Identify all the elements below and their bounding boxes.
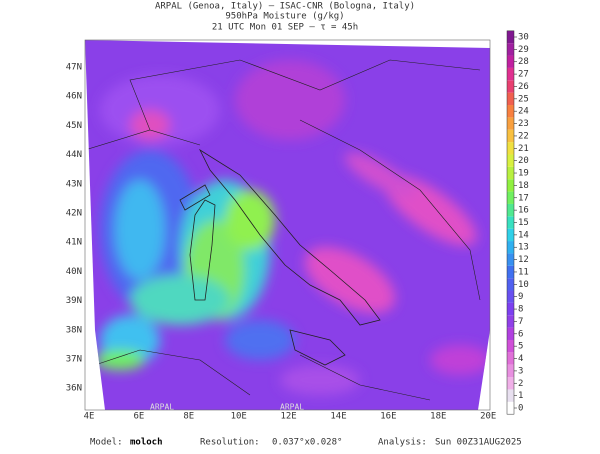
lat-label: 42N [66, 209, 82, 219]
colorbar-label: 21 [518, 144, 529, 154]
lat-label: 46N [66, 92, 82, 102]
colorbar-cell [507, 302, 514, 316]
header-line: 21 UTC Mon 01 SEP – τ = 45h [212, 23, 358, 33]
colorbar-cell [507, 203, 514, 217]
colorbar-cell [507, 315, 514, 328]
lat-label: 43N [66, 179, 82, 189]
colorbar-label: 12 [518, 255, 529, 265]
colorbar-cell [507, 142, 514, 155]
colorbar-cell [507, 191, 514, 204]
colorbar-label: 17 [518, 193, 529, 203]
footer-label: Analysis: [378, 438, 427, 448]
lon-label: 4E [84, 412, 95, 422]
colorbar-cell [507, 30, 514, 44]
colorbar-label: 10 [518, 280, 529, 290]
colorbar-cell [507, 129, 514, 143]
lon-label: 16E [380, 412, 396, 422]
colorbar-cell [507, 80, 514, 93]
header-line: 950hPa Moisture (g/kg) [225, 12, 344, 22]
colorbar-cell [507, 389, 514, 402]
colorbar-label: 19 [518, 169, 529, 179]
lat-label: 45N [66, 121, 82, 131]
colorbar-label: 1 [518, 391, 523, 401]
colorbar-label: 29 [518, 45, 529, 55]
lon-label: 6E [133, 412, 144, 422]
colorbar-label: 22 [518, 131, 529, 141]
colorbar-label: 20 [518, 156, 529, 166]
lat-label: 47N [66, 63, 82, 73]
watermark: ARPAL [280, 403, 304, 412]
colorbar-label: 4 [518, 354, 523, 364]
colorbar-cell [507, 401, 514, 415]
colorbar-cell [507, 352, 514, 365]
lon-label: 10E [231, 412, 247, 422]
colorbar-label: 11 [518, 267, 529, 277]
colorbar-label: 13 [518, 243, 529, 253]
watermark: ARPAL [150, 403, 174, 412]
colorbar-cell [507, 364, 514, 378]
footer-value: moloch [130, 438, 163, 448]
header-line: ARPAL (Genoa, Italy) – ISAC-CNR (Bologna… [155, 2, 415, 12]
colorbar-cell [507, 265, 514, 279]
moisture-field [85, 40, 490, 410]
colorbar-label: 24 [518, 107, 529, 117]
lat-label: 38N [66, 325, 82, 335]
colorbar-label: 26 [518, 82, 529, 92]
colorbar-label: 7 [518, 317, 523, 327]
colorbar-label: 15 [518, 218, 529, 228]
colorbar-cell [507, 241, 514, 254]
colorbar-label: 23 [518, 119, 529, 129]
map-frame [84, 39, 491, 411]
colorbar-cell [507, 43, 514, 56]
colorbar-label: 28 [518, 57, 529, 67]
colorbar-cell [507, 339, 514, 353]
colorbar-label: 16 [518, 206, 529, 216]
colorbar-cell [507, 117, 514, 130]
colorbar-label: 9 [518, 292, 523, 302]
colorbar-cell [507, 67, 514, 81]
colorbar-cell [507, 278, 514, 291]
colorbar-label: 6 [518, 329, 523, 339]
footer-label: Resolution: [200, 438, 260, 448]
colorbar-cell [507, 228, 514, 242]
lon-label: 8E [183, 412, 194, 422]
colorbar-cell [507, 166, 514, 180]
lat-label: 41N [66, 238, 82, 248]
colorbar-label: 25 [518, 94, 529, 104]
colorbar-cell [507, 327, 514, 340]
colorbar-cell [507, 377, 514, 390]
colorbar-label: 5 [518, 342, 523, 352]
lat-label: 40N [66, 267, 82, 277]
colorbar-label: 18 [518, 181, 529, 191]
colorbar-label: 0 [518, 404, 523, 414]
colorbar-label: 14 [518, 230, 529, 240]
colorbar-cell [507, 179, 514, 192]
lon-label: 20E [480, 412, 496, 422]
colorbar-cell [507, 105, 514, 118]
colorbar-cell [507, 290, 514, 303]
footer-value: Sun 00Z31AUG2025 [435, 438, 522, 448]
lon-label: 12E [280, 412, 296, 422]
lat-label: 37N [66, 355, 82, 365]
colorbar-frame [506, 30, 515, 415]
lon-label: 14E [330, 412, 346, 422]
lat-label: 44N [66, 150, 82, 160]
colorbar-label: 3 [518, 366, 523, 376]
lon-label: 18E [430, 412, 446, 422]
colorbar-cell [507, 216, 514, 229]
footer-value: 0.037°x0.028° [272, 438, 342, 448]
colorbar-label: 8 [518, 305, 523, 315]
colorbar-label: 30 [518, 33, 529, 43]
colorbar-cell [507, 92, 514, 106]
lat-label: 36N [66, 384, 82, 394]
colorbar-cell [507, 55, 514, 68]
colorbar-label: 2 [518, 379, 523, 389]
lat-label: 39N [66, 296, 82, 306]
colorbar-cell [507, 154, 514, 167]
footer-label: Model: [90, 438, 123, 448]
colorbar-cell [507, 253, 514, 266]
colorbar-label: 27 [518, 70, 529, 80]
